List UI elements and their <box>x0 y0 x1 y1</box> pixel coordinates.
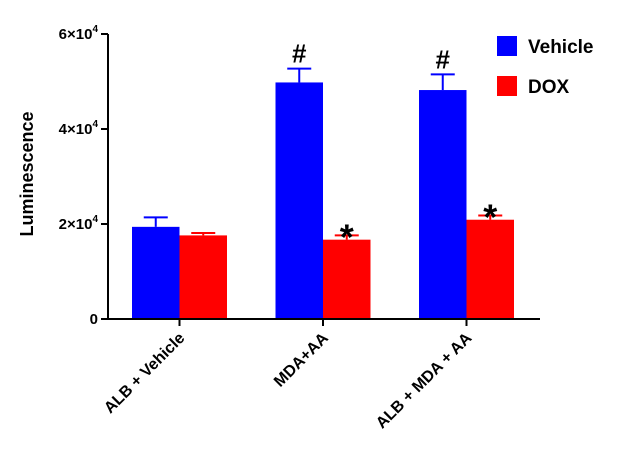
y-tick-labels: 0 2×104 4×104 6×104 <box>59 24 99 328</box>
x-category-label-2: MDA+AA <box>271 329 332 390</box>
legend-label-vehicle: Vehicle <box>528 37 594 58</box>
x-tick-labels: ALB + Vehicle MDA+AA ALB + MDA + AA <box>101 329 475 432</box>
bar-dox-2 <box>323 239 371 319</box>
error-bars-layer <box>143 67 503 240</box>
y-tick-label-2: 4×104 <box>59 119 99 138</box>
bars-layer <box>132 82 514 319</box>
y-tick-label-1: 2×104 <box>59 214 99 233</box>
bar-vehicle-1 <box>132 226 180 319</box>
legend: Vehicle DOX <box>497 36 594 98</box>
significance-marker-1: # <box>292 39 307 69</box>
legend-label-dox: DOX <box>528 77 570 98</box>
bar-dox-1 <box>179 235 227 319</box>
legend-swatch-dox <box>497 76 517 96</box>
annotations-layer: # # * * <box>292 39 497 258</box>
y-tick-label-0: 0 <box>90 311 98 328</box>
significance-marker-3: * <box>340 216 354 257</box>
significance-marker-4: * <box>483 196 497 237</box>
significance-marker-2: # <box>436 44 451 74</box>
x-category-label-1: ALB + Vehicle <box>101 330 188 417</box>
bar-dox-3 <box>466 219 514 319</box>
bar-vehicle-2 <box>275 82 323 319</box>
bar-vehicle-3 <box>419 90 467 319</box>
y-tick-label-3: 6×104 <box>59 24 99 43</box>
y-axis-title: Luminescence <box>17 111 37 236</box>
legend-swatch-vehicle <box>497 36 517 56</box>
x-category-label-3: ALB + MDA + AA <box>373 329 476 432</box>
axes-layer <box>101 33 540 326</box>
